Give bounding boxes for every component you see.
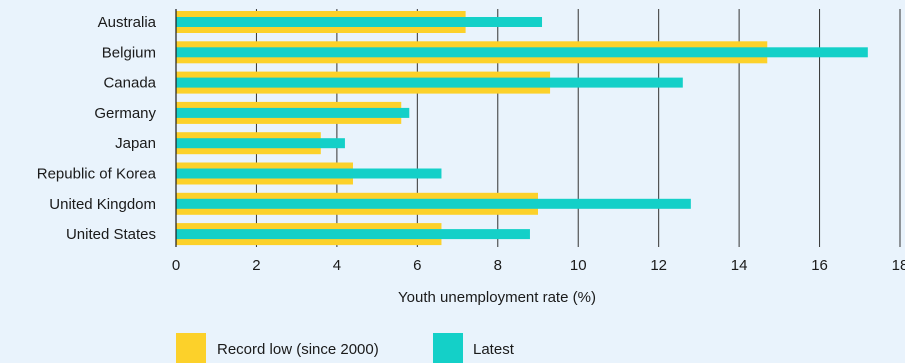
legend-label-1: Latest bbox=[473, 341, 515, 358]
category-label: United Kingdom bbox=[49, 196, 156, 213]
tick-labels: 0 2 4 6 8 10 12 14 16 18 bbox=[172, 257, 905, 274]
x-tick-label: 10 bbox=[570, 257, 587, 274]
category-label: Australia bbox=[98, 14, 157, 31]
x-tick-label: 6 bbox=[413, 257, 421, 274]
x-axis-title: Youth unemployment rate (%) bbox=[398, 289, 596, 306]
bar-latest-1 bbox=[176, 47, 868, 58]
category-label: Germany bbox=[94, 105, 156, 122]
x-tick-label: 12 bbox=[650, 257, 667, 274]
x-tick-label: 14 bbox=[731, 257, 748, 274]
bar-latest-7 bbox=[176, 229, 530, 240]
x-tick-label: 18 bbox=[892, 257, 905, 274]
bar-latest-2 bbox=[176, 77, 683, 88]
bar-latest-5 bbox=[176, 168, 442, 179]
bars bbox=[175, 9, 868, 247]
x-tick-label: 16 bbox=[811, 257, 828, 274]
legend-swatch-0 bbox=[176, 333, 206, 363]
bar-latest-6 bbox=[176, 198, 691, 209]
x-tick-label: 0 bbox=[172, 257, 180, 274]
legend-label-0: Record low (since 2000) bbox=[217, 341, 379, 358]
bar-latest-3 bbox=[176, 107, 410, 118]
x-tick-label: 2 bbox=[252, 257, 260, 274]
legend-swatch-1 bbox=[433, 333, 463, 363]
x-tick-label: 4 bbox=[333, 257, 341, 274]
bar-latest-4 bbox=[176, 138, 345, 149]
legend: Record low (since 2000) Latest bbox=[176, 333, 515, 363]
category-label: Japan bbox=[115, 135, 156, 152]
category-label: Belgium bbox=[102, 44, 156, 61]
category-labels: Australia Belgium Canada Germany Japan Republ… bbox=[37, 14, 157, 243]
x-tick-label: 8 bbox=[494, 257, 502, 274]
category-label: United States bbox=[66, 226, 156, 243]
category-label: Republic of Korea bbox=[37, 166, 157, 183]
category-label: Canada bbox=[103, 75, 156, 92]
bar-latest-0 bbox=[176, 17, 543, 27]
